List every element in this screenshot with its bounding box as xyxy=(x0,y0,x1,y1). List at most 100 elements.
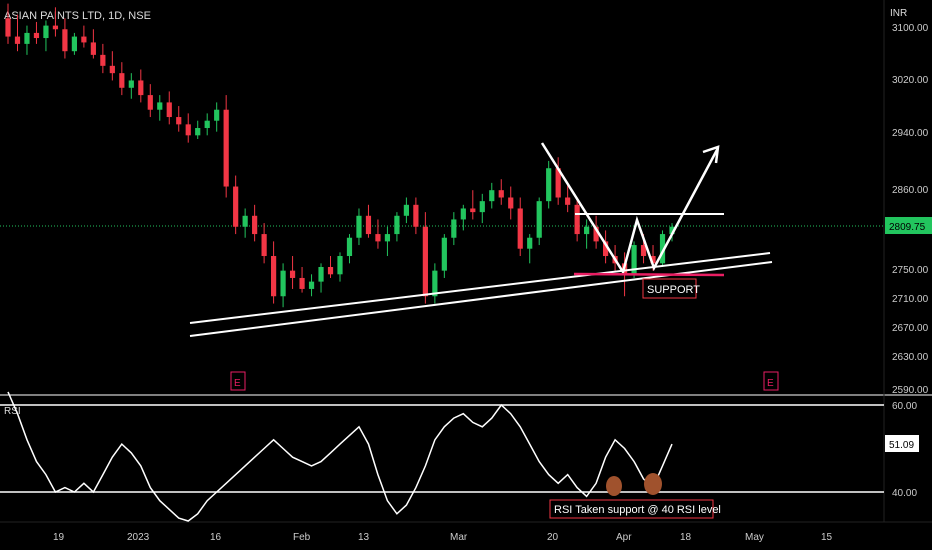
candle-up xyxy=(546,168,552,202)
price-tick: 2670.00 xyxy=(892,323,929,334)
time-tick: 18 xyxy=(680,532,692,543)
candle-up xyxy=(527,237,533,249)
candle-down xyxy=(261,234,267,257)
rsi-note: RSI Taken support @ 40 RSI level xyxy=(554,504,721,516)
candle-down xyxy=(176,117,182,125)
candle-down xyxy=(650,256,656,264)
candle-up xyxy=(451,219,457,238)
price-tick: 2590.00 xyxy=(892,385,929,396)
candle-up xyxy=(280,270,286,297)
time-tick: Apr xyxy=(616,532,632,543)
time-tick: May xyxy=(745,532,764,543)
candle-down xyxy=(593,226,599,242)
earnings-marker xyxy=(230,371,246,391)
candle-up xyxy=(157,102,163,110)
candle-down xyxy=(5,18,11,37)
candle-down xyxy=(33,32,40,39)
candle-up xyxy=(384,234,391,242)
support-label: SUPPORT xyxy=(647,284,700,296)
candle-up xyxy=(460,208,466,220)
earnings-markers: E E xyxy=(230,371,779,391)
candle-up xyxy=(337,256,343,275)
candle-down xyxy=(640,245,647,257)
candle-down xyxy=(413,204,419,227)
candle-down xyxy=(498,190,504,198)
arrow-head xyxy=(702,145,720,164)
candlestick-series xyxy=(5,3,675,308)
candle-up xyxy=(24,32,30,44)
time-tick: 19 xyxy=(53,532,65,543)
candle-down xyxy=(271,256,277,297)
price-tick: 2940.00 xyxy=(892,128,929,139)
last-price-value: 2809.75 xyxy=(889,222,926,233)
candle-down xyxy=(147,95,153,110)
candle-up xyxy=(204,120,210,129)
earnings-marker xyxy=(763,371,779,391)
candle-down xyxy=(574,204,580,235)
currency-label: INR xyxy=(890,8,907,19)
candle-down xyxy=(517,208,523,249)
candle-down xyxy=(555,168,561,198)
candle-down xyxy=(185,124,191,136)
candle-up xyxy=(394,215,400,235)
candle-down xyxy=(138,80,144,96)
support-label-box xyxy=(642,278,697,299)
earnings-marker-label: E xyxy=(767,378,774,389)
candle-down xyxy=(119,73,125,88)
candle-down xyxy=(565,197,571,205)
rsi-last-value: 51.09 xyxy=(889,440,914,451)
time-tick: 15 xyxy=(821,532,833,543)
candle-up xyxy=(479,201,485,213)
time-tick: 2023 xyxy=(127,532,150,543)
price-tick: 2750.00 xyxy=(892,265,929,276)
support-trendline-upper xyxy=(189,252,771,324)
candle-up xyxy=(346,237,353,257)
rsi-tick: 60.00 xyxy=(892,401,917,412)
candle-up xyxy=(584,226,590,235)
candle-down xyxy=(327,266,334,275)
rsi-last-badge xyxy=(885,435,919,452)
candle-up xyxy=(214,109,220,121)
candle-down xyxy=(365,215,372,235)
candle-up xyxy=(318,266,324,282)
candle-down xyxy=(14,36,21,44)
price-axis: 3100.00 3020.00 2940.00 2860.00 2750.00 … xyxy=(892,23,929,396)
trend-drawings: SUPPORT xyxy=(189,142,773,337)
candle-down xyxy=(603,241,609,257)
support-line xyxy=(573,272,725,277)
candle-down xyxy=(90,42,96,55)
candle-down xyxy=(109,65,115,74)
candle-up xyxy=(631,245,637,275)
rsi-line xyxy=(7,391,673,522)
candle-down xyxy=(62,29,68,52)
candle-up xyxy=(489,190,495,202)
rsi-tick: 40.00 xyxy=(892,488,917,499)
time-tick: 20 xyxy=(547,532,559,543)
rsi-touch-marker xyxy=(606,476,622,496)
candle-up xyxy=(659,234,666,264)
candle-up xyxy=(356,215,362,238)
candle-up xyxy=(242,215,248,227)
candle-up xyxy=(669,226,675,235)
candle-down xyxy=(508,197,514,209)
time-tick: 16 xyxy=(210,532,222,543)
candle-up xyxy=(308,281,315,289)
price-tick: 3020.00 xyxy=(892,75,929,86)
candle-up xyxy=(432,270,438,297)
candle-up xyxy=(403,204,409,216)
time-tick: Mar xyxy=(450,532,468,543)
candle-up xyxy=(536,201,542,238)
time-tick: Feb xyxy=(293,532,311,543)
candle-down xyxy=(252,215,258,235)
symbol-title: ASIAN PAINTS LTD, 1D, NSE xyxy=(4,10,151,22)
price-tick: 3100.00 xyxy=(892,23,929,34)
last-price-badge xyxy=(885,217,932,234)
candle-down xyxy=(223,109,229,187)
candle-down xyxy=(289,270,296,278)
candle-down xyxy=(375,234,381,242)
price-tick: 2630.00 xyxy=(892,352,929,363)
candle-down xyxy=(100,54,106,66)
candle-up xyxy=(71,36,77,52)
time-tick: 13 xyxy=(358,532,370,543)
